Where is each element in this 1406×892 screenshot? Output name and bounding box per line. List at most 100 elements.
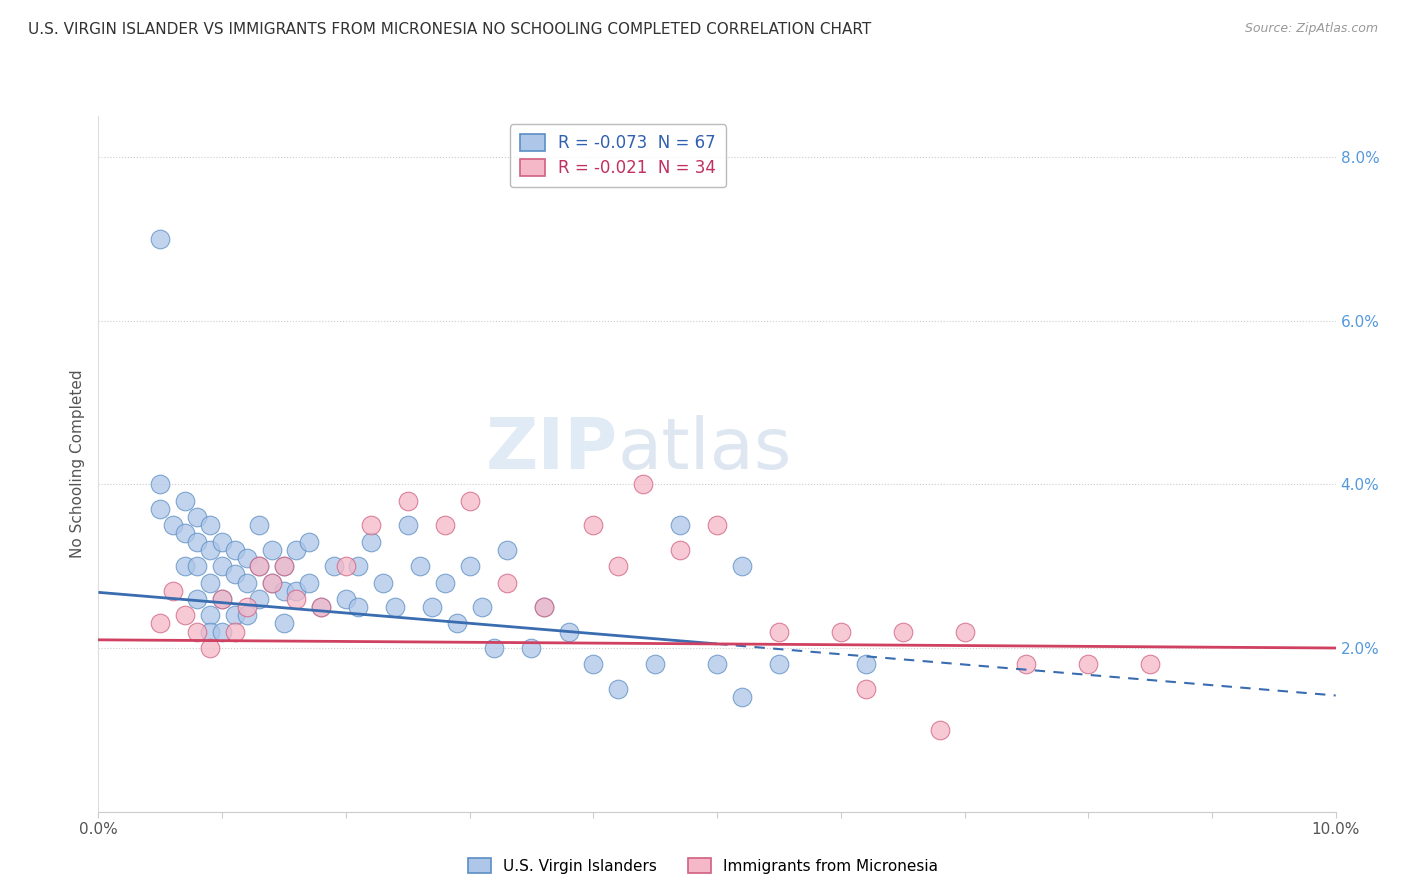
Text: U.S. VIRGIN ISLANDER VS IMMIGRANTS FROM MICRONESIA NO SCHOOLING COMPLETED CORREL: U.S. VIRGIN ISLANDER VS IMMIGRANTS FROM … <box>28 22 872 37</box>
Point <box>211 591 233 606</box>
Point <box>198 542 221 557</box>
Text: Source: ZipAtlas.com: Source: ZipAtlas.com <box>1244 22 1378 36</box>
Point <box>260 575 283 590</box>
Point <box>309 600 332 615</box>
Point <box>309 600 332 615</box>
Point <box>731 690 754 705</box>
Point <box>174 526 197 541</box>
Point <box>607 559 630 574</box>
Point <box>631 477 654 491</box>
Point <box>260 542 283 557</box>
Legend: R = -0.073  N = 67, R = -0.021  N = 34: R = -0.073 N = 67, R = -0.021 N = 34 <box>510 124 725 187</box>
Point <box>247 559 270 574</box>
Point <box>273 559 295 574</box>
Point <box>731 559 754 574</box>
Point <box>298 575 321 590</box>
Point <box>285 591 308 606</box>
Point <box>198 640 221 655</box>
Point <box>149 477 172 491</box>
Point <box>433 518 456 533</box>
Point <box>211 559 233 574</box>
Point <box>247 591 270 606</box>
Point <box>162 518 184 533</box>
Legend: U.S. Virgin Islanders, Immigrants from Micronesia: U.S. Virgin Islanders, Immigrants from M… <box>463 852 943 880</box>
Point <box>322 559 344 574</box>
Point <box>285 583 308 598</box>
Point <box>162 583 184 598</box>
Point <box>458 559 481 574</box>
Point <box>706 518 728 533</box>
Text: atlas: atlas <box>619 416 793 484</box>
Point <box>520 640 543 655</box>
Point <box>768 657 790 672</box>
Point <box>211 534 233 549</box>
Point <box>471 600 494 615</box>
Point <box>891 624 914 639</box>
Y-axis label: No Schooling Completed: No Schooling Completed <box>70 369 86 558</box>
Point <box>855 657 877 672</box>
Point <box>174 559 197 574</box>
Point <box>285 542 308 557</box>
Point <box>495 542 517 557</box>
Point <box>149 232 172 246</box>
Point <box>557 624 579 639</box>
Point <box>236 575 259 590</box>
Point <box>247 559 270 574</box>
Point <box>458 493 481 508</box>
Point <box>273 616 295 631</box>
Point <box>409 559 432 574</box>
Point <box>830 624 852 639</box>
Point <box>371 575 394 590</box>
Point <box>236 600 259 615</box>
Point <box>198 575 221 590</box>
Point <box>446 616 468 631</box>
Point <box>582 518 605 533</box>
Point <box>174 493 197 508</box>
Point <box>149 616 172 631</box>
Point <box>607 681 630 696</box>
Point <box>928 723 950 737</box>
Point <box>533 600 555 615</box>
Point <box>1077 657 1099 672</box>
Point <box>495 575 517 590</box>
Point <box>149 501 172 516</box>
Point <box>422 600 444 615</box>
Point <box>186 591 208 606</box>
Point <box>247 518 270 533</box>
Text: ZIP: ZIP <box>486 416 619 484</box>
Point <box>224 542 246 557</box>
Point <box>211 624 233 639</box>
Point <box>224 567 246 582</box>
Point <box>384 600 406 615</box>
Point <box>360 518 382 533</box>
Point <box>335 559 357 574</box>
Point <box>174 608 197 623</box>
Point <box>335 591 357 606</box>
Point <box>433 575 456 590</box>
Point <box>396 493 419 508</box>
Point <box>669 542 692 557</box>
Point <box>644 657 666 672</box>
Point <box>582 657 605 672</box>
Point <box>953 624 976 639</box>
Point <box>347 559 370 574</box>
Point <box>198 624 221 639</box>
Point <box>360 534 382 549</box>
Point <box>186 510 208 524</box>
Point <box>347 600 370 615</box>
Point <box>236 608 259 623</box>
Point <box>186 624 208 639</box>
Point <box>224 624 246 639</box>
Point <box>533 600 555 615</box>
Point <box>768 624 790 639</box>
Point <box>186 534 208 549</box>
Point <box>706 657 728 672</box>
Point <box>855 681 877 696</box>
Point <box>1015 657 1038 672</box>
Point <box>396 518 419 533</box>
Point <box>236 551 259 566</box>
Point <box>186 559 208 574</box>
Point <box>298 534 321 549</box>
Point <box>484 640 506 655</box>
Point <box>198 608 221 623</box>
